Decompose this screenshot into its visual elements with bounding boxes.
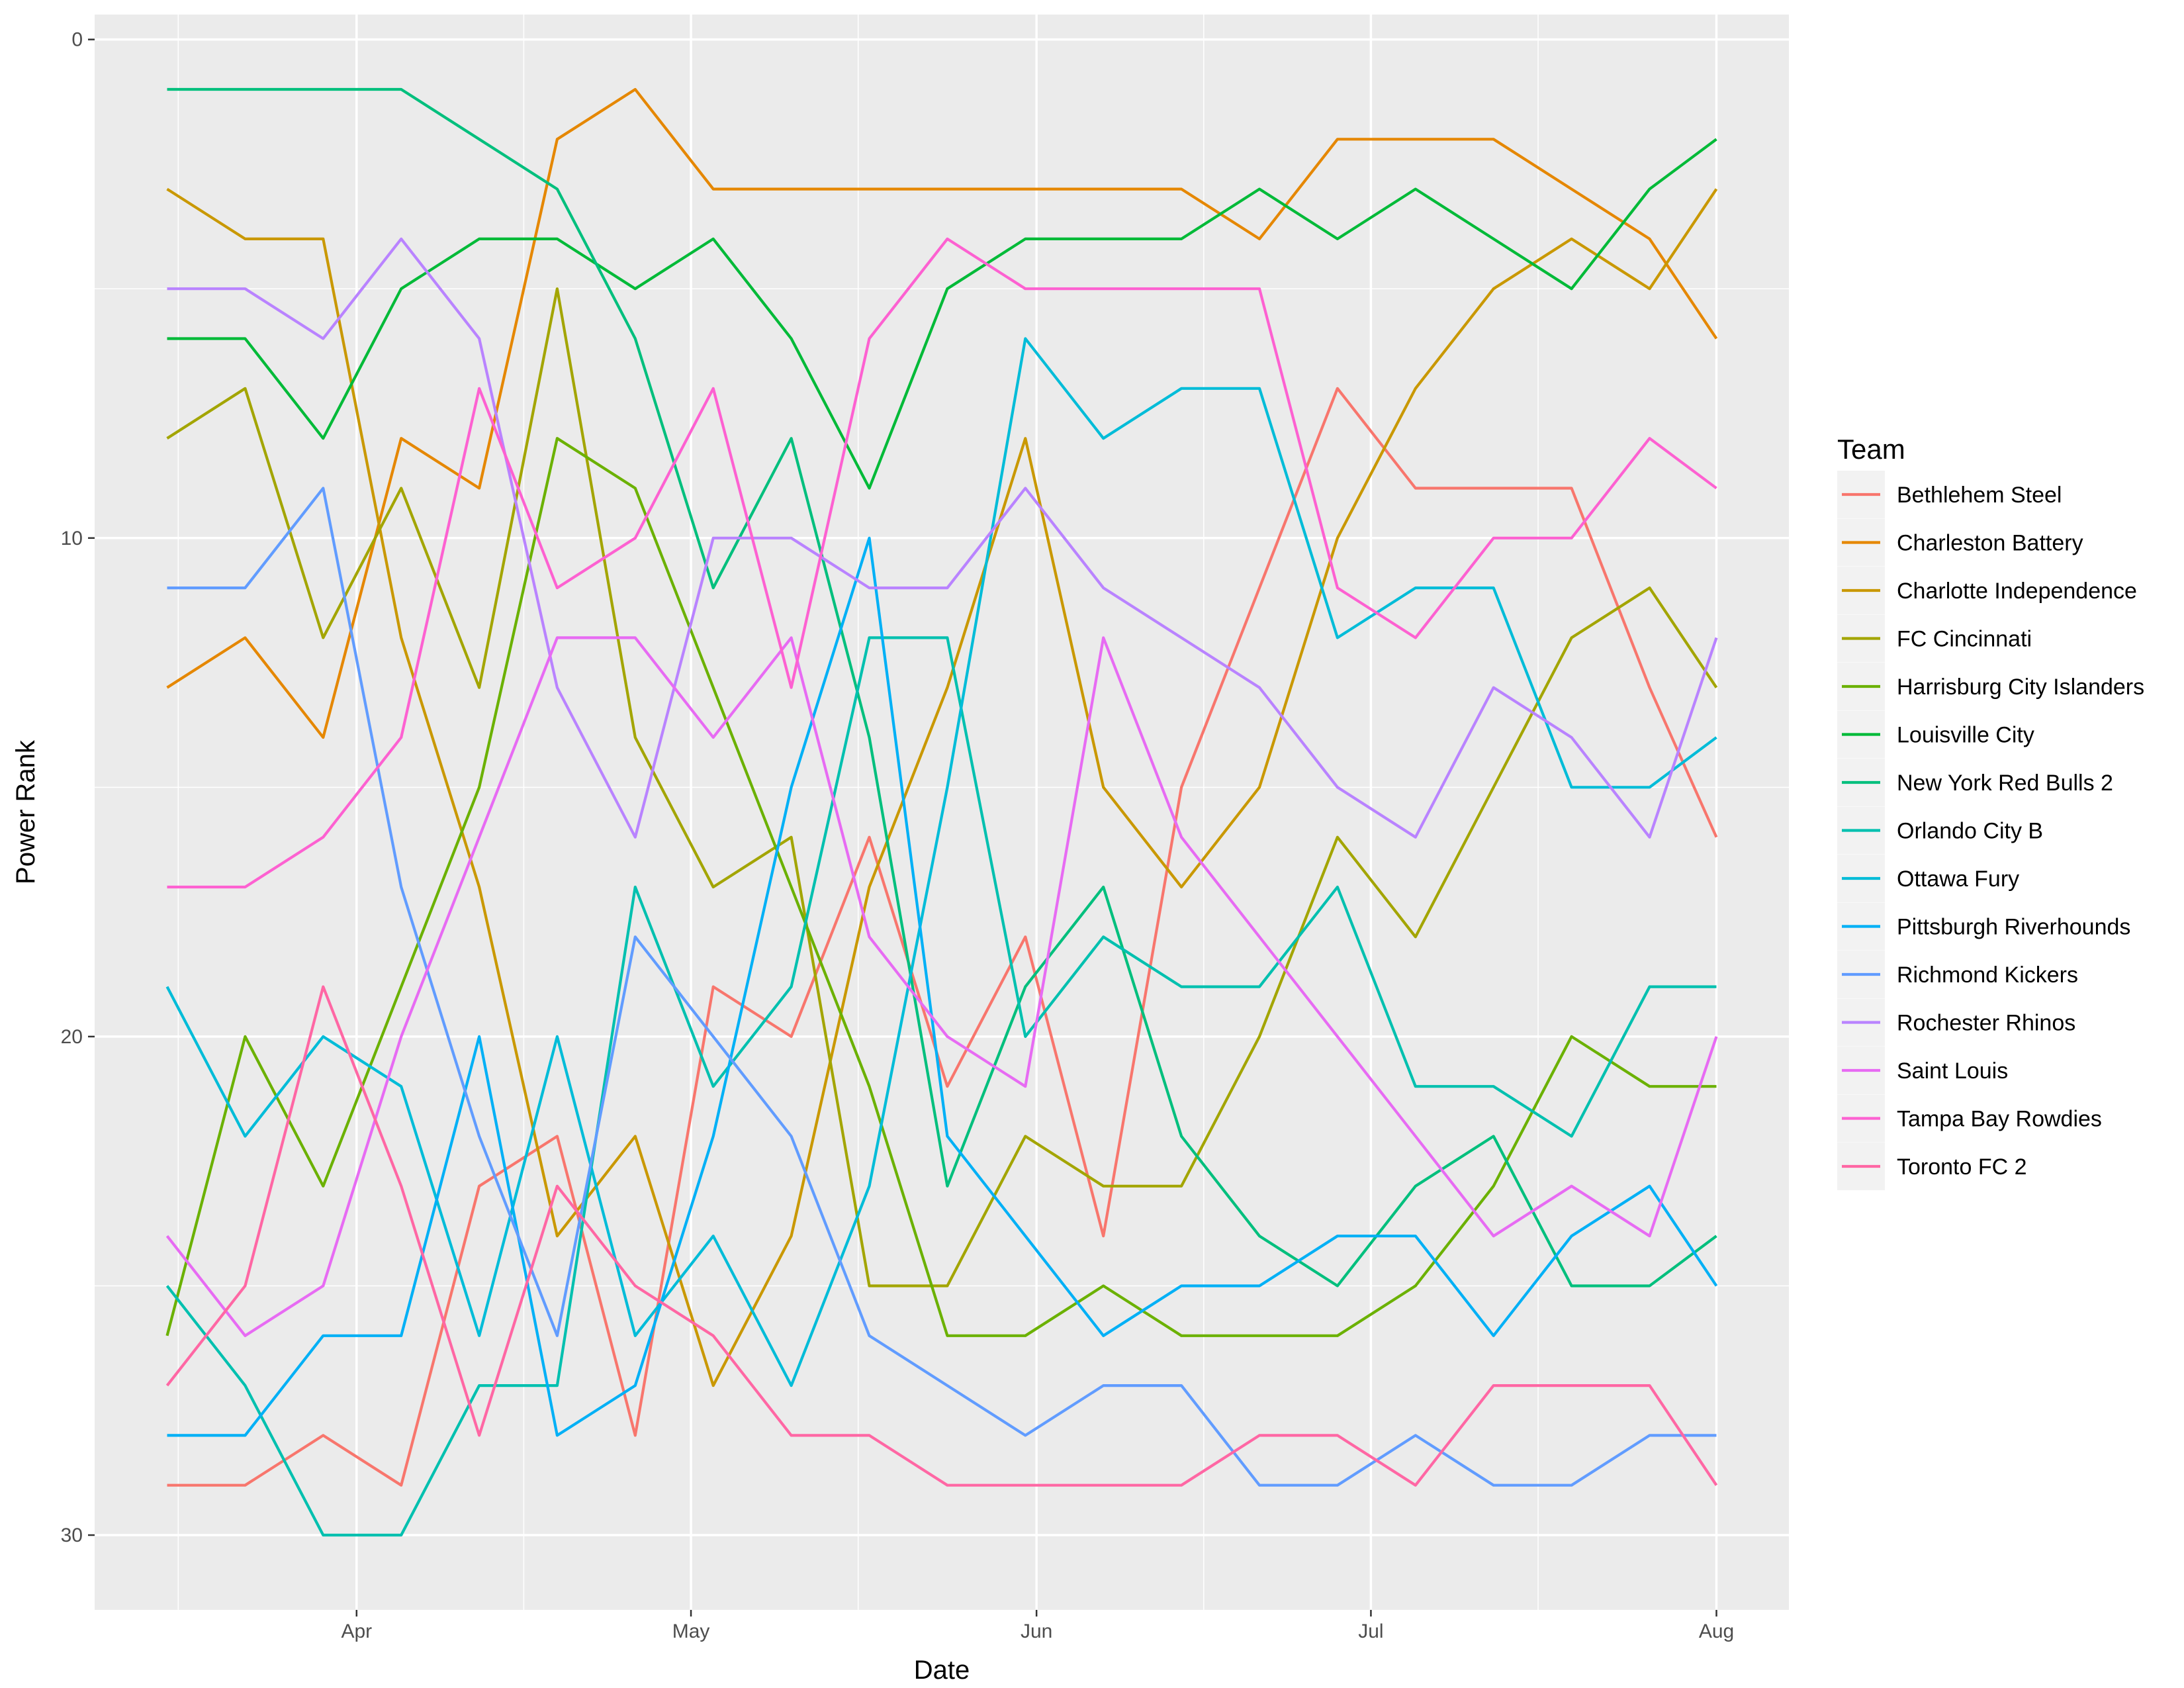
series-line-ottawa-fury bbox=[165, 337, 1717, 1387]
legend-label-saint-louis: Saint Louis bbox=[1897, 1058, 2008, 1084]
legend-label-toronto-fc-2: Toronto FC 2 bbox=[1897, 1154, 2027, 1180]
y-axis-title: Power Rank bbox=[11, 739, 40, 884]
y-tick-label: 30 bbox=[61, 1524, 83, 1546]
legend-label-fc-cincinnati: FC Cincinnati bbox=[1897, 627, 2032, 652]
legend-label-louisville-city: Louisville City bbox=[1897, 723, 2034, 748]
legend-label-rochester-rhinos: Rochester Rhinos bbox=[1897, 1011, 2075, 1036]
series-line-toronto-fc-2 bbox=[165, 985, 1718, 1487]
legend-label-bethlehem-steel: Bethlehem Steel bbox=[1897, 483, 2062, 508]
x-tick-label: May bbox=[672, 1620, 710, 1642]
series-line-new-york-red-bulls-2 bbox=[167, 87, 1717, 1288]
legend-label-harrisburg-city-islanders: Harrisburg City Islanders bbox=[1897, 675, 2144, 700]
y-tick-label: 0 bbox=[71, 29, 83, 51]
series-line-saint-louis bbox=[165, 636, 1718, 1337]
x-tick-label: Jul bbox=[1358, 1620, 1383, 1642]
legend-label-new-york-red-bulls-2: New York Red Bulls 2 bbox=[1897, 771, 2113, 796]
legend: Team Bethlehem Steel Charleston Battery Ch… bbox=[1837, 434, 2144, 1190]
y-tick-label: 20 bbox=[61, 1026, 83, 1048]
y-tick-label: 10 bbox=[61, 528, 83, 549]
legend-label-tampa-bay-rowdies: Tampa Bay Rowdies bbox=[1897, 1107, 2102, 1132]
series-line-orlando-city-b bbox=[165, 636, 1717, 1537]
legend-label-pittsburgh-riverhounds: Pittsburgh Riverhounds bbox=[1897, 915, 2130, 940]
series-line-rochester-rhinos bbox=[167, 237, 1718, 839]
series-line-charleston-battery bbox=[166, 87, 1718, 739]
x-tick-label: Apr bbox=[341, 1620, 372, 1642]
series-line-charlotte-independence bbox=[166, 187, 1718, 1387]
legend-label-charlotte-independence: Charlotte Independence bbox=[1897, 579, 2137, 604]
series-line-harrisburg-city-islanders bbox=[165, 437, 1717, 1337]
x-tick-label: Jun bbox=[1021, 1620, 1052, 1642]
series-line-pittsburgh-riverhounds bbox=[167, 536, 1718, 1437]
minor-gridlines bbox=[95, 15, 1789, 1610]
legend-label-ottawa-fury: Ottawa Fury bbox=[1897, 867, 2019, 892]
legend-label-richmond-kickers: Richmond Kickers bbox=[1897, 962, 2078, 988]
series-line-fc-cincinnati bbox=[166, 287, 1718, 1288]
legend-label-orlando-city-b: Orlando City B bbox=[1897, 819, 2043, 844]
y-axis: 0 10 20 30 bbox=[61, 29, 95, 1546]
series-line-tampa-bay-rowdies bbox=[167, 237, 1717, 889]
legend-label-charleston-battery: Charleston Battery bbox=[1897, 531, 2083, 556]
legend-items: Bethlehem Steel Charleston Battery Charlot… bbox=[1837, 471, 2144, 1190]
series-lines bbox=[165, 87, 1718, 1537]
legend-title: Team bbox=[1837, 434, 1905, 465]
x-tick-label: Aug bbox=[1699, 1620, 1734, 1642]
x-axis-title: Date bbox=[914, 1656, 970, 1685]
x-axis: Apr May Jun Jul Aug bbox=[341, 1610, 1734, 1642]
series-line-bethlehem-steel bbox=[167, 387, 1718, 1487]
